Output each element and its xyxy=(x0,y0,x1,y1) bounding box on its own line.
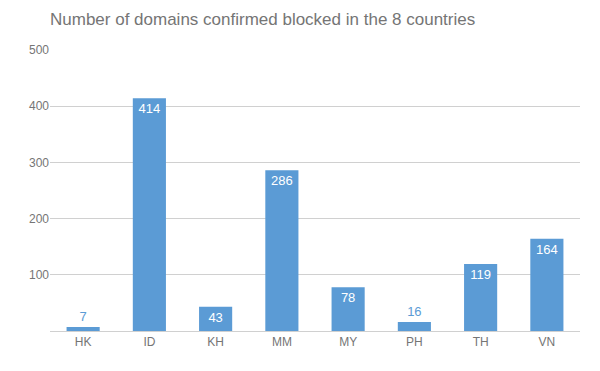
svg-text:200: 200 xyxy=(29,212,49,226)
svg-text:KH: KH xyxy=(207,335,224,349)
svg-text:MM: MM xyxy=(272,335,292,349)
svg-text:100: 100 xyxy=(29,268,49,282)
svg-text:PH: PH xyxy=(406,335,423,349)
svg-text:VN: VN xyxy=(539,335,556,349)
svg-text:400: 400 xyxy=(29,99,49,113)
svg-text:43: 43 xyxy=(208,310,222,325)
svg-text:500: 500 xyxy=(29,43,49,57)
svg-text:16: 16 xyxy=(407,304,421,319)
svg-text:MY: MY xyxy=(339,335,357,349)
svg-text:286: 286 xyxy=(271,173,293,188)
svg-text:HK: HK xyxy=(75,335,92,349)
svg-text:ID: ID xyxy=(143,335,155,349)
svg-text:119: 119 xyxy=(470,267,491,282)
svg-text:414: 414 xyxy=(139,101,161,116)
svg-text:TH: TH xyxy=(473,335,489,349)
svg-text:Number of domains confirmed bl: Number of domains confirmed blocked in t… xyxy=(50,10,475,29)
svg-text:300: 300 xyxy=(29,156,49,170)
svg-text:7: 7 xyxy=(80,309,87,324)
svg-text:164: 164 xyxy=(536,242,558,257)
svg-text:78: 78 xyxy=(341,290,355,305)
